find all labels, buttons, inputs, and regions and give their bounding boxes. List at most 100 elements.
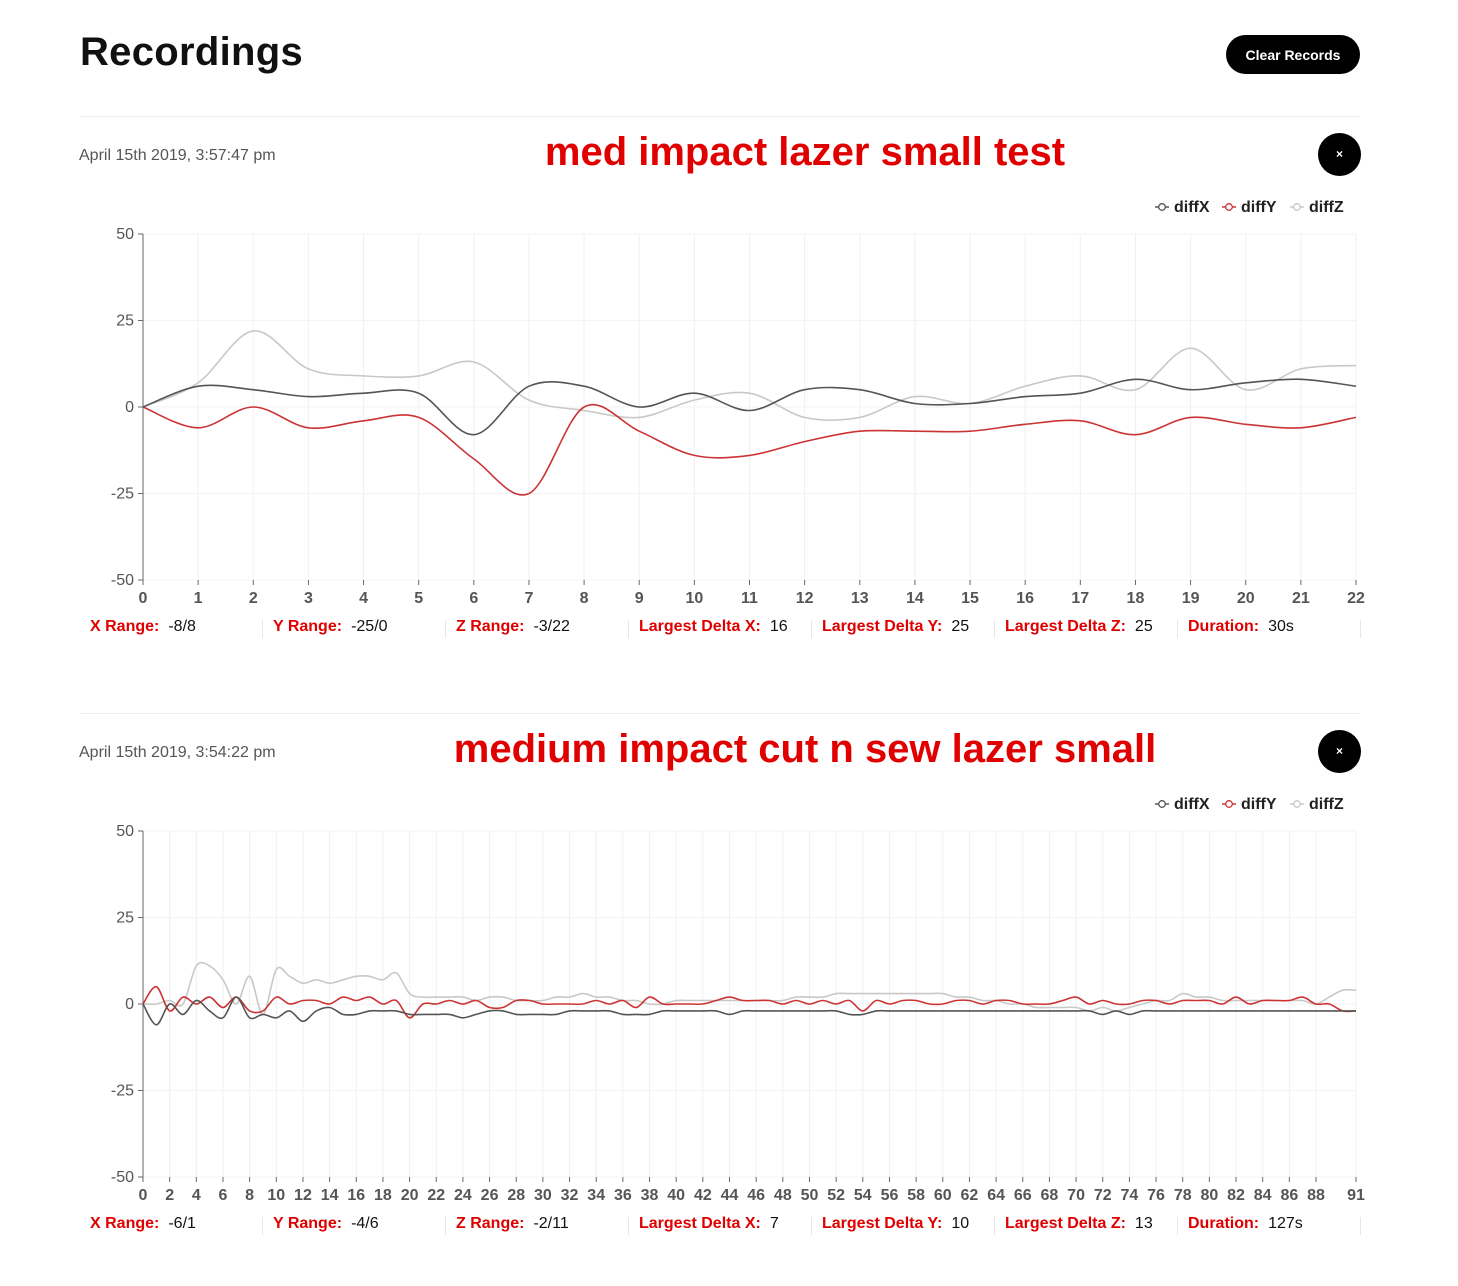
stat-value: 7 bbox=[769, 1215, 779, 1232]
stat-label: Duration: bbox=[1188, 618, 1260, 635]
divider bbox=[80, 116, 1360, 117]
stat-item: Largest Delta Y: 10 bbox=[822, 1215, 969, 1237]
stat-label: Largest Delta Z: bbox=[1005, 1215, 1126, 1232]
stat-divider bbox=[811, 1217, 812, 1235]
x-tick-label: 15 bbox=[961, 590, 979, 607]
x-tick-label: 2 bbox=[249, 590, 258, 607]
x-tick-label: 0 bbox=[139, 1187, 148, 1204]
recording-title: medium impact cut n sew lazer small bbox=[453, 727, 1157, 771]
legend: diffX diffY diffZ bbox=[1155, 199, 1344, 216]
x-tick-label: 74 bbox=[1120, 1187, 1138, 1204]
x-tick-label: 84 bbox=[1254, 1187, 1272, 1204]
x-tick-label: 44 bbox=[721, 1187, 739, 1204]
x-tick-label: 16 bbox=[1016, 590, 1034, 607]
stat-value: 30s bbox=[1268, 618, 1294, 635]
stat-value: 25 bbox=[1134, 618, 1153, 635]
y-tick-label: -25 bbox=[111, 1083, 134, 1100]
x-tick-label: 22 bbox=[1347, 590, 1365, 607]
delete-recording-button[interactable]: × bbox=[1318, 133, 1361, 176]
legend-item-diffY[interactable]: diffY bbox=[1222, 796, 1277, 813]
stat-item: Z Range: -3/22 bbox=[456, 618, 570, 640]
legend-marker-icon bbox=[1158, 800, 1166, 808]
stat-label: X Range: bbox=[90, 618, 160, 635]
clear-records-button[interactable]: Clear Records bbox=[1226, 35, 1360, 74]
recording-title: med impact lazer small test bbox=[544, 130, 1066, 174]
legend-item-diffX[interactable]: diffX bbox=[1155, 796, 1210, 813]
stat-label: Largest Delta Y: bbox=[822, 1215, 943, 1232]
stat-value: -4/6 bbox=[351, 1215, 379, 1232]
x-tick-label: 52 bbox=[827, 1187, 845, 1204]
stat-item: Largest Delta Y: 25 bbox=[822, 618, 969, 640]
x-tick-label: 88 bbox=[1307, 1187, 1325, 1204]
x-tick-label: 1 bbox=[194, 590, 203, 607]
stat-item: Z Range: -2/11 bbox=[456, 1215, 569, 1237]
x-tick-label: 14 bbox=[321, 1187, 339, 1204]
stat-divider bbox=[994, 1217, 995, 1235]
stat-value: -25/0 bbox=[351, 618, 388, 635]
stat-label: Y Range: bbox=[273, 1215, 343, 1232]
stat-divider bbox=[1177, 1217, 1178, 1235]
x-tick-label: 2 bbox=[165, 1187, 174, 1204]
x-tick-label: 12 bbox=[294, 1187, 312, 1204]
legend-item-diffZ[interactable]: diffZ bbox=[1290, 796, 1344, 813]
stat-divider bbox=[445, 1217, 446, 1235]
x-tick-label: 6 bbox=[219, 1187, 228, 1204]
x-tick-label: 46 bbox=[747, 1187, 765, 1204]
series-line-diffY bbox=[142, 404, 1357, 496]
stat-item: X Range: -8/8 bbox=[90, 618, 196, 640]
stat-item: Largest Delta Z: 25 bbox=[1005, 618, 1153, 640]
stat-divider bbox=[262, 1217, 263, 1235]
legend-item-diffX[interactable]: diffX bbox=[1155, 199, 1210, 216]
series-line-diffY bbox=[142, 985, 1357, 1019]
stat-item: Duration: 127s bbox=[1188, 1215, 1303, 1237]
x-tick-label: 66 bbox=[1014, 1187, 1032, 1204]
x-tick-label: 18 bbox=[1127, 590, 1145, 607]
legend-item-diffY[interactable]: diffY bbox=[1222, 199, 1277, 216]
x-tick-label: 20 bbox=[1237, 590, 1255, 607]
legend-label: diffZ bbox=[1309, 199, 1344, 216]
page-title: Recordings bbox=[80, 30, 304, 74]
stat-label: Z Range: bbox=[456, 1215, 525, 1232]
x-tick-label: 24 bbox=[454, 1187, 472, 1204]
stat-divider bbox=[811, 620, 812, 638]
y-tick-label: -50 bbox=[111, 572, 134, 589]
stat-item: X Range: -6/1 bbox=[90, 1215, 196, 1237]
x-tick-label: 64 bbox=[987, 1187, 1005, 1204]
y-tick-label: 0 bbox=[125, 399, 134, 416]
x-tick-label: 38 bbox=[641, 1187, 659, 1204]
x-tick-label: 10 bbox=[267, 1187, 285, 1204]
stat-value: -3/22 bbox=[533, 618, 570, 635]
x-tick-label: 20 bbox=[401, 1187, 419, 1204]
x-tick-label: 58 bbox=[907, 1187, 925, 1204]
legend-marker-icon bbox=[1225, 203, 1233, 211]
x-tick-label: 5 bbox=[414, 590, 423, 607]
legend-marker-icon bbox=[1225, 800, 1233, 808]
stat-divider bbox=[1360, 620, 1361, 638]
x-tick-label: 8 bbox=[245, 1187, 254, 1204]
stat-divider bbox=[1360, 1217, 1361, 1235]
x-tick-label: 68 bbox=[1041, 1187, 1059, 1204]
stat-label: Y Range: bbox=[273, 618, 343, 635]
x-tick-label: 7 bbox=[525, 590, 534, 607]
recording-date: April 15th 2019, 3:54:22 pm bbox=[79, 744, 276, 761]
legend-marker-icon bbox=[1158, 203, 1166, 211]
x-tick-label: 3 bbox=[304, 590, 313, 607]
recording-card: April 15th 2019, 3:57:47 pm med impact l… bbox=[0, 118, 1458, 648]
y-tick-label: 0 bbox=[125, 996, 134, 1013]
y-tick-label: 50 bbox=[116, 226, 134, 243]
stat-label: Largest Delta Y: bbox=[822, 618, 943, 635]
legend-marker-icon bbox=[1293, 800, 1301, 808]
stat-value: 127s bbox=[1268, 1215, 1303, 1232]
stat-value: 13 bbox=[1134, 1215, 1153, 1232]
stat-value: 16 bbox=[769, 618, 788, 635]
legend-item-diffZ[interactable]: diffZ bbox=[1290, 199, 1344, 216]
x-tick-label: 22 bbox=[427, 1187, 445, 1204]
stat-value: -8/8 bbox=[168, 618, 196, 635]
recording-card: April 15th 2019, 3:54:22 pm medium impac… bbox=[0, 715, 1458, 1245]
stats-row: X Range: -8/8 Y Range: -25/0 Z Range: -3/22 La… bbox=[80, 618, 1361, 640]
divider bbox=[80, 713, 1360, 714]
stat-item: Y Range: -25/0 bbox=[273, 618, 388, 640]
delete-recording-button[interactable]: × bbox=[1318, 730, 1361, 773]
